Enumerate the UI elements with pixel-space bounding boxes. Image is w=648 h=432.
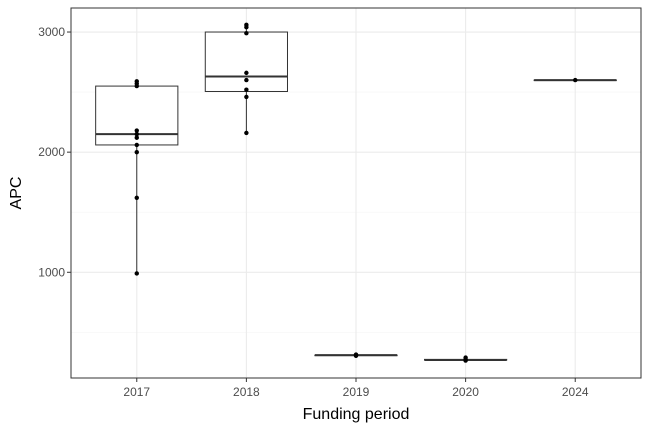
data-point <box>134 128 139 133</box>
y-tick-label: 2000 <box>38 145 65 159</box>
data-point <box>244 22 249 28</box>
boxes-layer <box>95 24 617 361</box>
data-point <box>353 352 359 357</box>
x-tick-label: 2018 <box>233 385 260 399</box>
data-point <box>244 94 249 100</box>
x-axis-title: Funding period <box>303 406 410 423</box>
data-point <box>134 271 139 276</box>
data-point <box>244 70 249 76</box>
data-point <box>134 79 139 84</box>
y-tick-label: 1000 <box>38 265 65 279</box>
grid-lines <box>71 8 641 378</box>
data-point <box>134 131 139 137</box>
x-axis-ticks: 2017 2018 2019 2020 2024 <box>123 378 589 399</box>
x-tick-label: 2020 <box>452 385 479 399</box>
data-point <box>244 77 249 83</box>
x-tick-label: 2024 <box>562 385 589 399</box>
y-axis-ticks: 1000 2000 3000 <box>38 25 71 279</box>
data-point <box>244 31 249 36</box>
data-point <box>573 77 578 83</box>
data-point <box>134 135 139 140</box>
data-point <box>134 149 139 155</box>
x-tick-label: 2017 <box>123 385 150 399</box>
box-iqr <box>204 31 288 92</box>
data-point <box>134 142 139 148</box>
data-point <box>244 130 249 136</box>
data-point <box>134 195 139 201</box>
data-point <box>463 355 468 360</box>
y-axis-title: APC <box>8 177 25 210</box>
data-point <box>244 87 249 92</box>
x-tick-label: 2019 <box>343 385 370 399</box>
points-layer <box>134 22 578 363</box>
y-tick-label: 3000 <box>38 25 65 39</box>
